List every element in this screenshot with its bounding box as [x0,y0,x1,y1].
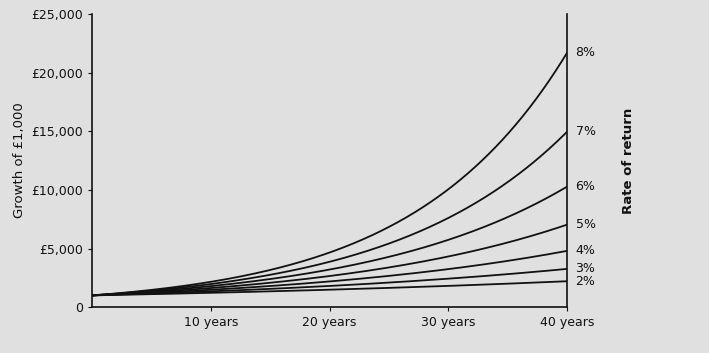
Text: 6%: 6% [576,180,596,193]
Text: 8%: 8% [576,46,596,59]
Text: 2%: 2% [576,275,596,288]
Text: 7%: 7% [576,125,596,138]
Text: 4%: 4% [576,244,596,257]
Y-axis label: Growth of £1,000: Growth of £1,000 [13,103,26,219]
Text: 3%: 3% [576,262,596,275]
Text: 5%: 5% [576,218,596,231]
Text: Rate of return: Rate of return [623,108,635,214]
